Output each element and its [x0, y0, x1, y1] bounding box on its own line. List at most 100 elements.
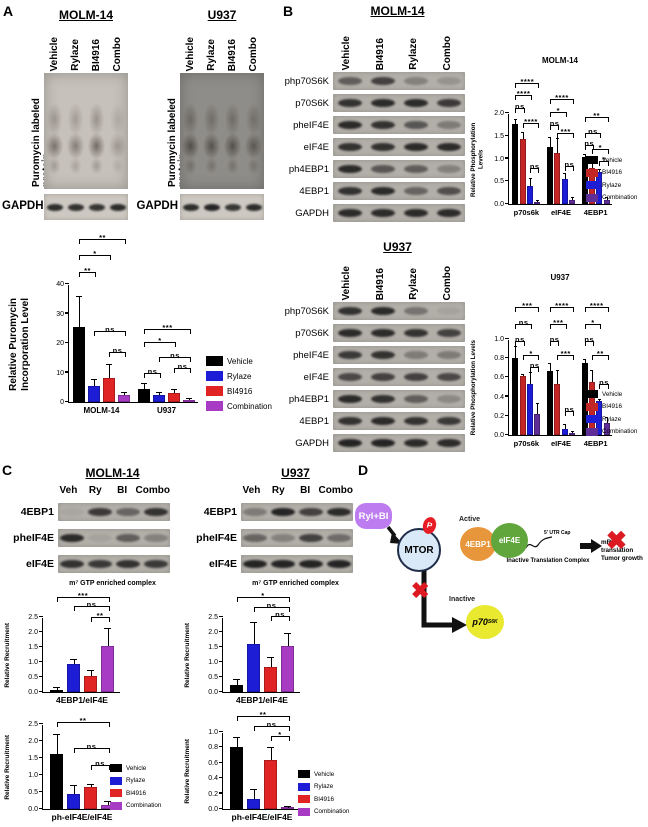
y-axis-tick — [505, 337, 509, 339]
lane-label: Combo — [135, 485, 170, 496]
y-axis-tick-label: 1.5 — [208, 644, 218, 651]
blot-row: 4EBP1 — [283, 182, 465, 200]
significance-label: ns — [177, 361, 188, 371]
y-axis-tick — [39, 739, 43, 741]
chart-c1-molm-4ebp1: 0.0 0.5 1.0 1.5 2.0 2.5 4EBP1/eIF4E *** ns ** — [20, 592, 120, 705]
band-cell — [243, 203, 264, 211]
blot-strip — [333, 368, 465, 386]
error-bar — [56, 687, 58, 690]
significance-bracket: ns — [515, 103, 525, 113]
significance-label: ns — [564, 160, 575, 170]
blot-row: ph4EBP1 — [283, 160, 465, 178]
error-bar-cap — [76, 296, 82, 298]
mrna-squiggle — [525, 536, 553, 549]
blot-row: php70S6K — [283, 72, 465, 90]
chart-bar — [519, 138, 526, 204]
panel-d-label: D — [358, 462, 369, 478]
chart-plot-area: 0.0 0.2 0.4 0.6 0.8 1.0 p70s6k eIF4E 4EBP1 ns ns **… — [494, 302, 612, 448]
legend-item: Rylaze — [586, 181, 637, 189]
error-bar-cap — [583, 359, 587, 361]
band-cell — [432, 439, 465, 447]
chart-c2-ylabel: Relative Recruitment — [184, 618, 192, 693]
chart-plot-area: 0.0 0.2 0.4 0.6 0.8 1.0 ph-eIF4E/eIF4E ** ns * — [208, 711, 300, 822]
error-bar-cap — [171, 389, 177, 391]
band-cell — [399, 329, 432, 337]
legend-item: Vehicle — [298, 770, 349, 778]
significance-bracket: ns — [584, 336, 594, 346]
band-cell — [432, 417, 465, 425]
chart-c4-legend: Vehicle Rylaze BI4916 Combination — [298, 770, 349, 820]
protein-band — [337, 439, 362, 447]
panel-a-u937-gapdh-blot — [180, 194, 264, 220]
y-axis-tick-label: 0.0 — [28, 689, 38, 696]
significance-bracket: ns — [530, 163, 540, 174]
legend-label: Vehicle — [602, 156, 623, 164]
band-cell — [333, 329, 366, 337]
blot-row: pheIF4E — [283, 346, 465, 364]
chart-c2-u937-4ebp1: 0.0 0.5 1.0 1.5 2.0 2.5 4EBP1/eIF4E * ns ns — [200, 592, 300, 705]
error-bar-cap — [563, 424, 567, 426]
blot-strip — [58, 529, 170, 547]
error-bar-cap — [121, 391, 127, 393]
significance-bracket: ns — [253, 602, 290, 612]
error-bar — [557, 139, 559, 154]
significance-bracket: ns — [109, 347, 126, 358]
band-cell — [366, 329, 399, 337]
y-axis-tick-label: 1.0 — [28, 772, 38, 779]
chart-bar — [84, 675, 97, 692]
blot-row-label: ph4EBP1 — [288, 163, 329, 175]
band-cell — [333, 121, 366, 129]
significance-bracket: ns — [584, 128, 602, 138]
legend-item: BI4916 — [110, 789, 161, 797]
blot-row: pheIF4E — [10, 529, 170, 547]
protein-band — [403, 99, 428, 107]
significance-label: ns — [95, 758, 105, 768]
chart-c1-ylabel-text: Relative Recruitment — [4, 623, 11, 688]
protein-band — [403, 165, 428, 173]
significance-label: **** — [555, 92, 569, 102]
blot-strip — [241, 555, 353, 573]
chart-b2-legend: Vehicle BI4916 Rylaze Combination — [586, 390, 637, 440]
lane-label-text: BI4916 — [374, 37, 386, 70]
panel-b-molm-blots: php70S6K p70S6K pheIF4E eIF4E ph4EBP1 4EBP1 GA… — [283, 72, 465, 226]
error-bar-cap — [250, 622, 257, 623]
legend-label: Combination — [602, 428, 638, 435]
error-bar-cap — [233, 737, 240, 739]
protein-band — [370, 329, 395, 337]
chart-plot-area: 0.0 0.5 1.0 1.5 2.0 p70s6k eIF4E 4EBP1 ns **** ***… — [494, 78, 612, 217]
error-bar-cap — [104, 628, 111, 629]
legend-swatch — [206, 356, 223, 366]
significance-label: ns — [599, 377, 609, 387]
significance-label: ns — [588, 126, 598, 136]
y-axis-tick — [505, 180, 509, 182]
significance-bracket: ** — [56, 717, 110, 728]
protein-band — [403, 77, 428, 85]
y-axis-tick — [219, 792, 223, 794]
blot-row-label: GAPDH — [295, 207, 329, 219]
protein-band — [327, 534, 351, 542]
protein-band — [337, 209, 362, 217]
protein-band — [370, 165, 395, 173]
band-cell — [366, 143, 399, 151]
band-cell — [399, 187, 432, 195]
chart-bar — [581, 157, 588, 204]
error-bar — [549, 138, 551, 148]
lane-label: Ry — [88, 485, 102, 496]
significance-label: *** — [77, 591, 89, 600]
legend-swatch — [110, 801, 122, 810]
significance-bracket: *** — [549, 319, 567, 330]
legend-label: Vehicle — [602, 390, 623, 398]
panel-a-u937-blot-image — [180, 73, 264, 189]
chart-b2-title: U937 — [550, 273, 570, 282]
blot-row-label: pheIF4E — [293, 119, 329, 131]
lane-label-text: Combo — [111, 36, 123, 71]
significance-label: **** — [589, 301, 604, 311]
error-bar — [124, 392, 125, 395]
chart-c4-ylabel: Relative Recruitment — [184, 733, 192, 810]
protein-band — [337, 187, 362, 195]
blot-row-label: p70S6K — [295, 327, 329, 339]
legend-swatch — [586, 415, 598, 423]
significance-bracket: ns — [550, 336, 560, 346]
y-axis-tick-label: 1.0 — [494, 336, 504, 343]
error-bar — [599, 169, 601, 173]
